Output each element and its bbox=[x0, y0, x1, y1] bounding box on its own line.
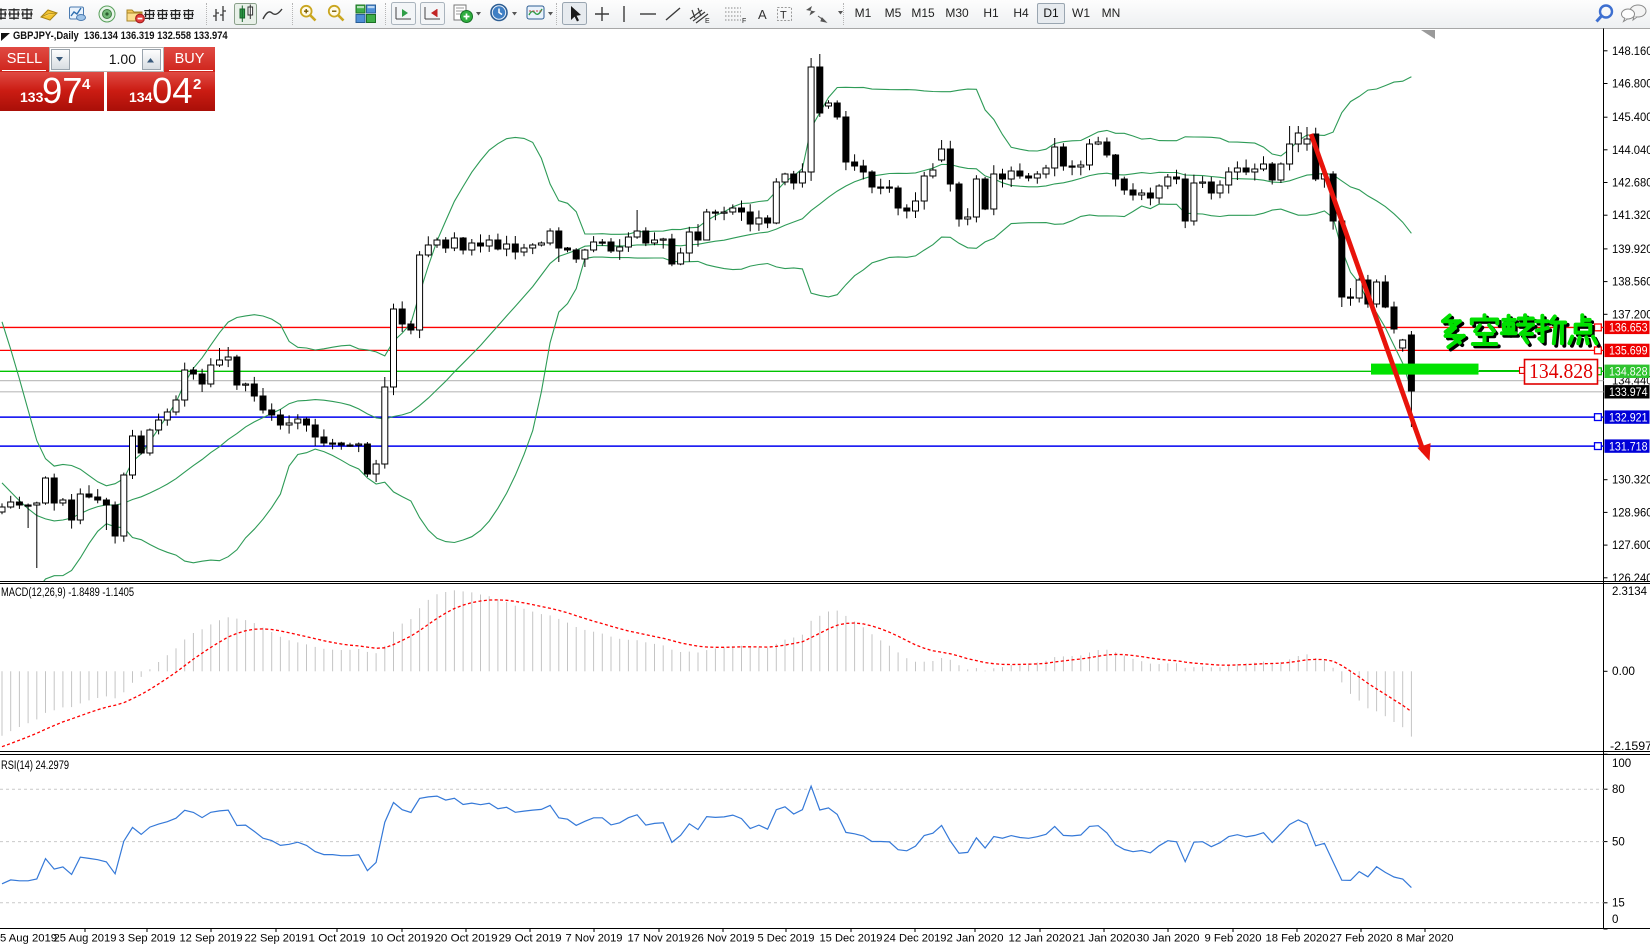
svg-text:50: 50 bbox=[1612, 837, 1625, 849]
svg-text:136.653: 136.653 bbox=[1609, 323, 1648, 335]
svg-text:127.600: 127.600 bbox=[1612, 540, 1650, 552]
svg-text:132.921: 132.921 bbox=[1609, 412, 1648, 424]
svg-text:100: 100 bbox=[1612, 758, 1631, 770]
svg-text:T: T bbox=[780, 10, 787, 22]
svg-text:17 Nov 2019: 17 Nov 2019 bbox=[628, 933, 691, 945]
svg-text:130.320: 130.320 bbox=[1612, 475, 1650, 487]
svg-text:29 Oct 2019: 29 Oct 2019 bbox=[499, 933, 562, 945]
svg-text:134.440: 134.440 bbox=[1612, 376, 1650, 388]
svg-text:142.680: 142.680 bbox=[1612, 178, 1650, 190]
svg-text:15: 15 bbox=[1612, 898, 1625, 910]
svg-text:128.960: 128.960 bbox=[1612, 507, 1650, 519]
svg-text:0.00: 0.00 bbox=[1612, 666, 1635, 678]
svg-text:80: 80 bbox=[1612, 784, 1625, 796]
svg-text:8 Mar 2020: 8 Mar 2020 bbox=[1397, 933, 1454, 945]
svg-text:7 Nov 2019: 7 Nov 2019 bbox=[566, 933, 623, 945]
svg-text:RSI(14) 24.2979: RSI(14) 24.2979 bbox=[1, 760, 69, 772]
svg-text:A: A bbox=[758, 7, 767, 22]
svg-text:18 Feb 2020: 18 Feb 2020 bbox=[1266, 933, 1329, 945]
svg-text:1 Oct 2019: 1 Oct 2019 bbox=[309, 933, 366, 945]
svg-text:137.200: 137.200 bbox=[1612, 309, 1650, 321]
svg-text:141.320: 141.320 bbox=[1612, 210, 1650, 222]
svg-text:3 Sep 2019: 3 Sep 2019 bbox=[119, 933, 176, 945]
svg-text:134.828: 134.828 bbox=[1609, 367, 1648, 379]
svg-text:25 Aug 2019: 25 Aug 2019 bbox=[54, 933, 117, 945]
svg-text:MACD(12,26,9) -1.8489 -1.1405: MACD(12,26,9) -1.8489 -1.1405 bbox=[1, 587, 134, 599]
svg-text:0: 0 bbox=[1612, 914, 1618, 926]
svg-text:22 Sep 2019: 22 Sep 2019 bbox=[245, 933, 308, 945]
svg-text:2.3134: 2.3134 bbox=[1612, 586, 1648, 598]
svg-text:-2.1597: -2.1597 bbox=[1610, 741, 1650, 753]
svg-text:20 Oct 2019: 20 Oct 2019 bbox=[435, 933, 498, 945]
svg-text:9 Feb 2020: 9 Feb 2020 bbox=[1205, 933, 1262, 945]
svg-text:134.828: 134.828 bbox=[1529, 359, 1593, 383]
svg-text:21 Jan 2020: 21 Jan 2020 bbox=[1073, 933, 1136, 945]
svg-text:26 Nov 2019: 26 Nov 2019 bbox=[692, 933, 755, 945]
svg-text:145.400: 145.400 bbox=[1612, 112, 1650, 124]
svg-text:133.974: 133.974 bbox=[1609, 387, 1648, 399]
svg-text:E: E bbox=[705, 18, 710, 25]
svg-text:5 Dec 2019: 5 Dec 2019 bbox=[758, 933, 815, 945]
svg-text:15 Dec 2019: 15 Dec 2019 bbox=[820, 933, 883, 945]
svg-text:2 Jan 2020: 2 Jan 2020 bbox=[947, 933, 1004, 945]
svg-text:F: F bbox=[742, 18, 746, 25]
svg-text:139.920: 139.920 bbox=[1612, 244, 1650, 256]
svg-text:135.699: 135.699 bbox=[1609, 346, 1648, 358]
svg-text:148.160: 148.160 bbox=[1612, 46, 1650, 58]
svg-text:131.718: 131.718 bbox=[1609, 441, 1648, 453]
svg-text:146.800: 146.800 bbox=[1612, 79, 1650, 91]
svg-text:27 Feb 2020: 27 Feb 2020 bbox=[1330, 933, 1393, 945]
svg-text:144.040: 144.040 bbox=[1612, 145, 1650, 157]
svg-text:12 Sep 2019: 12 Sep 2019 bbox=[180, 933, 243, 945]
svg-text:126.240: 126.240 bbox=[1612, 573, 1650, 585]
svg-text:10 Oct 2019: 10 Oct 2019 bbox=[371, 933, 434, 945]
svg-text:138.560: 138.560 bbox=[1612, 277, 1650, 289]
svg-text:12 Jan 2020: 12 Jan 2020 bbox=[1009, 933, 1072, 945]
svg-text:30 Jan 2020: 30 Jan 2020 bbox=[1137, 933, 1200, 945]
svg-text:5 Aug 2019: 5 Aug 2019 bbox=[0, 933, 57, 945]
svg-text:24 Dec 2019: 24 Dec 2019 bbox=[884, 933, 947, 945]
